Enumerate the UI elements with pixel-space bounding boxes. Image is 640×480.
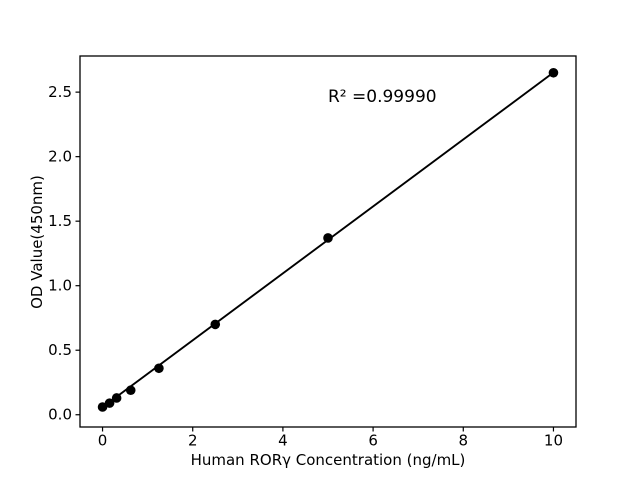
data-point xyxy=(111,393,122,403)
x-tick-label: 4 xyxy=(278,432,288,450)
x-tick-label: 2 xyxy=(188,432,198,450)
x-axis-label: Human RORγ Concentration (ng/mL) xyxy=(190,451,466,469)
y-tick-label: 2.0 xyxy=(48,148,72,166)
r-squared-annotation: R² =0.99990 xyxy=(328,87,437,108)
data-point xyxy=(125,385,136,396)
x-tick-label: 10 xyxy=(544,432,563,450)
data-point xyxy=(210,319,221,330)
data-point xyxy=(154,363,164,374)
data-point xyxy=(323,233,333,243)
y-tick-label: 1.0 xyxy=(48,277,72,295)
x-tick-label: 6 xyxy=(368,432,378,450)
y-tick-label: 2.5 xyxy=(48,83,72,101)
x-tick-label: 0 xyxy=(98,432,108,450)
data-point xyxy=(548,67,559,78)
y-tick-label: 0.5 xyxy=(48,341,72,359)
plot-border xyxy=(79,55,577,428)
y-tick-label: 0.0 xyxy=(48,406,72,424)
x-tick-label: 8 xyxy=(458,432,468,450)
data-point xyxy=(104,398,115,408)
y-axis-label: OD Value(450nm) xyxy=(28,174,46,309)
data-point xyxy=(97,402,108,412)
y-tick-label: 1.5 xyxy=(48,212,72,230)
